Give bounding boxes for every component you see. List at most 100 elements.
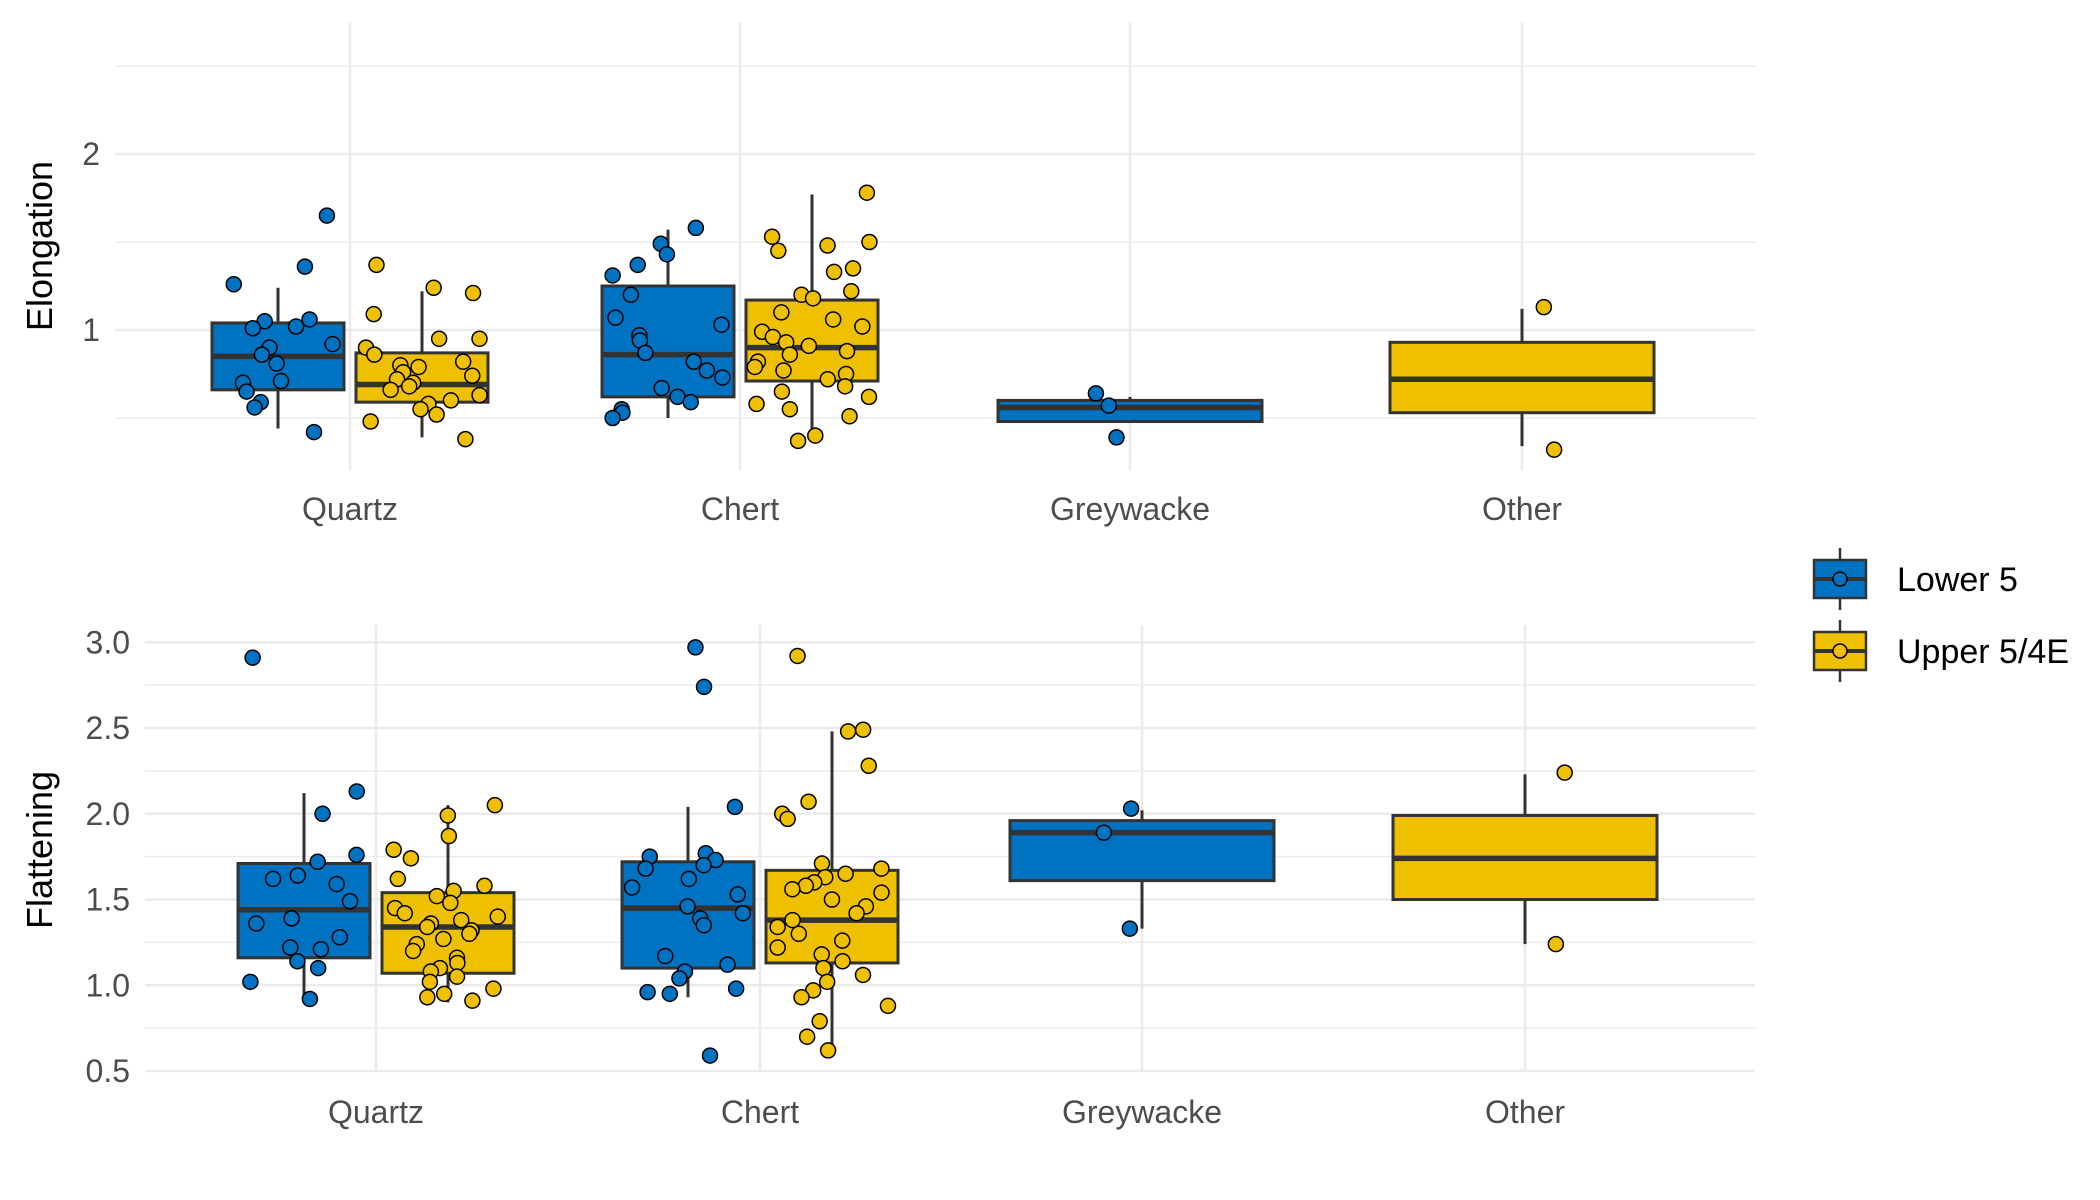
flattening-point-lower-5-chert [695, 856, 712, 874]
flattening-point-upper-5-4e-quartz [464, 992, 481, 1009]
elongation-point-lower-5-chert [698, 362, 716, 379]
flattening-point-lower-5-greywacke [1122, 800, 1140, 817]
flattening-point-upper-5-4e-chert [813, 855, 831, 872]
flattening-point-upper-5-4e-other [1547, 935, 1565, 953]
elongation-point-upper-5-4e-chert [838, 342, 856, 360]
elongation-point-upper-5-4e-chert [858, 184, 876, 201]
flattening-point-upper-5-4e-chert [789, 647, 806, 665]
elongation-point-upper-5-4e-quartz [366, 346, 383, 363]
flattening-x-tick-label-other: Other [1485, 1094, 1565, 1130]
flattening-point-upper-5-4e-chert [815, 959, 832, 977]
elongation-point-lower-5-quartz [287, 318, 305, 335]
elongation-point-lower-5-chert [637, 344, 654, 362]
flattening-point-upper-5-4e-quartz [396, 904, 414, 922]
flattening-point-lower-5-quartz [289, 952, 306, 970]
elongation-point-upper-5-4e-quartz [457, 430, 474, 448]
elongation-point-upper-5-4e-chert [836, 378, 854, 395]
flattening-point-upper-5-4e-quartz [461, 925, 478, 943]
legend-label-lower-5: Lower 5 [1897, 561, 2018, 599]
elongation-point-upper-5-4e-other [1535, 298, 1553, 316]
flattening-point-lower-5-chert [679, 898, 696, 915]
elongation-panel: 1 2 Quartz Chert Greywacke Other [82, 22, 1755, 527]
flattening-panel: 0.5 1.0 1.5 2.0 2.5 3.0 Quartz Chert Greywacke Ot… [86, 624, 1755, 1130]
elongation-x-tick-label-chert: Chert [701, 491, 779, 527]
elongation-y-tick-label: 1 [82, 312, 100, 348]
elongation-point-lower-5-quartz [318, 207, 336, 224]
flattening-y-tick-label: 3.0 [86, 624, 130, 660]
flattening-point-upper-5-4e-chert [813, 946, 830, 963]
elongation-point-lower-5-quartz [238, 383, 255, 400]
flattening-point-upper-5-4e-quartz [449, 954, 466, 972]
flattening-point-lower-5-quartz [309, 959, 327, 977]
elongation-point-upper-5-4e-chert [841, 407, 858, 425]
flattening-point-lower-5-quartz [244, 649, 261, 666]
elongation-point-upper-5-4e-quartz [368, 256, 385, 274]
flattening-point-lower-5-chert [687, 639, 704, 656]
flattening-point-lower-5-chert [734, 904, 752, 922]
elongation-box-lower-5-greywacke [996, 398, 1264, 424]
elongation-point-upper-5-4e-quartz [430, 330, 448, 348]
flattening-x-tick-label-greywacke: Greywacke [1062, 1094, 1222, 1130]
flattening-point-upper-5-4e-chert [818, 973, 836, 991]
flattening-point-upper-5-4e-quartz [435, 985, 453, 1003]
flattening-point-lower-5-chert [729, 886, 747, 903]
elongation-point-lower-5-quartz [225, 275, 243, 293]
elongation-point-upper-5-4e-chert [861, 233, 878, 251]
elongation-point-lower-5-chert [629, 256, 646, 274]
elongation-x-tick-label-other: Other [1482, 491, 1562, 527]
flattening-point-upper-5-4e-quartz [389, 870, 407, 888]
flattening-point-lower-5-quartz [331, 928, 349, 946]
elongation-box-lower-5-chert [600, 284, 736, 399]
elongation-point-upper-5-4e-quartz [412, 400, 429, 418]
flattening-y-tick-label: 1.0 [86, 967, 130, 1003]
flattening-point-lower-5-quartz [341, 892, 359, 910]
flattening-point-upper-5-4e-quartz [402, 850, 420, 867]
flattening-point-upper-5-4e-chert [819, 1042, 837, 1059]
legend-key-upper-5-4e [1812, 620, 1868, 682]
elongation-point-lower-5-quartz [253, 346, 271, 363]
flattening-point-lower-5-quartz [301, 990, 319, 1008]
legend-key-lower-5 [1812, 548, 1868, 610]
elongation-y-tick-label: 2 [82, 136, 100, 172]
elongation-point-lower-5-chert [685, 353, 703, 370]
elongation-point-upper-5-4e-chert [844, 260, 862, 277]
flattening-point-upper-5-4e-chert [784, 911, 801, 929]
flattening-point-lower-5-chert [639, 983, 656, 1001]
elongation-point-upper-5-4e-chert [770, 242, 787, 260]
elongation-point-upper-5-4e-chert [819, 371, 837, 388]
elongation-point-lower-5-quartz [246, 399, 263, 416]
elongation-point-upper-5-4e-quartz [454, 353, 472, 370]
flattening-x-tick-label-quartz: Quartz [328, 1094, 424, 1130]
elongation-point-upper-5-4e-quartz [382, 381, 399, 399]
elongation-point-lower-5-chert [607, 309, 624, 326]
elongation-point-upper-5-4e-quartz [464, 367, 481, 385]
flattening-point-upper-5-4e-quartz [448, 968, 466, 985]
flattening-point-upper-5-4e-chert [798, 1028, 816, 1045]
elongation-x-tick-label-greywacke: Greywacke [1050, 491, 1210, 527]
elongation-point-upper-5-4e-quartz [425, 279, 442, 297]
flattening-point-upper-5-4e-quartz [440, 827, 458, 845]
flattening-point-lower-5-chert [623, 879, 641, 896]
flattening-point-upper-5-4e-chert [860, 757, 877, 774]
flattening-point-upper-5-4e-quartz [428, 887, 446, 905]
elongation-point-upper-5-4e-chert [825, 263, 843, 281]
flattening-point-upper-5-4e-quartz [452, 911, 470, 929]
flattening-point-lower-5-quartz [282, 939, 299, 956]
flattening-point-upper-5-4e-chert [769, 939, 786, 956]
elongation-point-upper-5-4e-chert [854, 318, 871, 335]
flattening-point-lower-5-quartz [242, 973, 259, 991]
elongation-point-lower-5-chert [687, 219, 705, 237]
elongation-point-lower-5-quartz [301, 311, 318, 328]
elongation-point-upper-5-4e-chert [807, 427, 824, 444]
flattening-point-lower-5-quartz [309, 853, 326, 871]
flattening-point-upper-5-4e-quartz [435, 930, 452, 948]
flattening-y-tick-label: 0.5 [86, 1053, 130, 1089]
flattening-point-lower-5-chert [701, 1047, 719, 1064]
elongation-point-upper-5-4e-chert [781, 400, 799, 418]
flattening-y-tick-label: 2.5 [86, 710, 130, 746]
flattening-point-upper-5-4e-chert [784, 880, 801, 898]
elongation-point-upper-5-4e-chert [748, 395, 765, 413]
elongation-point-upper-5-4e-chert [763, 228, 781, 245]
flattening-point-upper-5-4e-chert [811, 1013, 828, 1030]
elongation-point-lower-5-chert [713, 316, 730, 333]
